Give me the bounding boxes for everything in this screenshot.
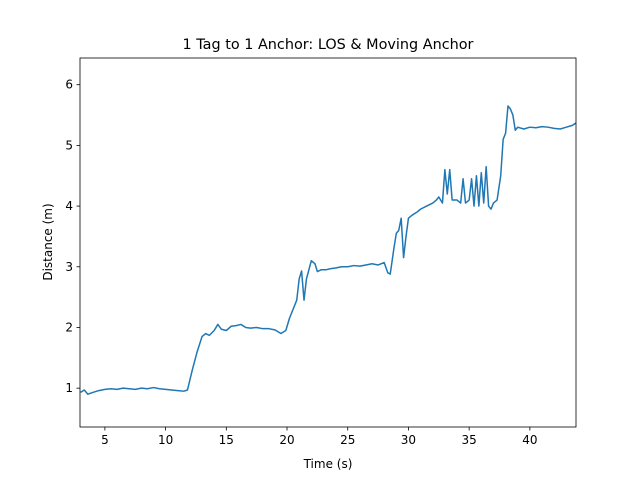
- x-tick-label: 5: [101, 433, 109, 447]
- chart-title: 1 Tag to 1 Anchor: LOS & Moving Anchor: [183, 37, 474, 53]
- y-tick-label: 4: [65, 199, 73, 213]
- x-tick-label: 20: [279, 433, 294, 447]
- data-line: [80, 105, 577, 395]
- y-tick-label: 1: [65, 381, 73, 395]
- x-axis-label: Time (s): [303, 457, 353, 471]
- x-tick-label: 10: [158, 433, 173, 447]
- x-tick-label: 25: [340, 433, 355, 447]
- y-tick-label: 5: [65, 138, 73, 152]
- x-tick-label: 30: [401, 433, 416, 447]
- plot-frame: [79, 57, 577, 428]
- y-tick-label: 2: [65, 320, 73, 334]
- y-tick-label: 3: [65, 260, 73, 274]
- x-tick-label: 15: [219, 433, 234, 447]
- y-axis-label: Distance (m): [41, 203, 55, 280]
- x-tick-label: 35: [462, 433, 477, 447]
- y-tick-label: 6: [65, 78, 73, 92]
- x-tick-label: 40: [522, 433, 537, 447]
